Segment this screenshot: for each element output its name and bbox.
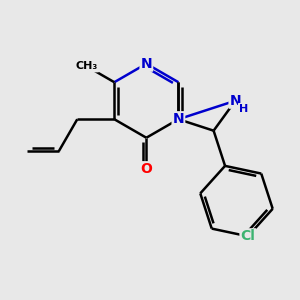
Text: N: N bbox=[230, 94, 241, 108]
Text: Cl: Cl bbox=[241, 229, 255, 243]
Text: N: N bbox=[140, 57, 152, 71]
Text: H: H bbox=[239, 104, 248, 114]
Text: N: N bbox=[172, 112, 184, 126]
Text: O: O bbox=[140, 162, 152, 176]
Text: CH₃: CH₃ bbox=[76, 61, 98, 71]
